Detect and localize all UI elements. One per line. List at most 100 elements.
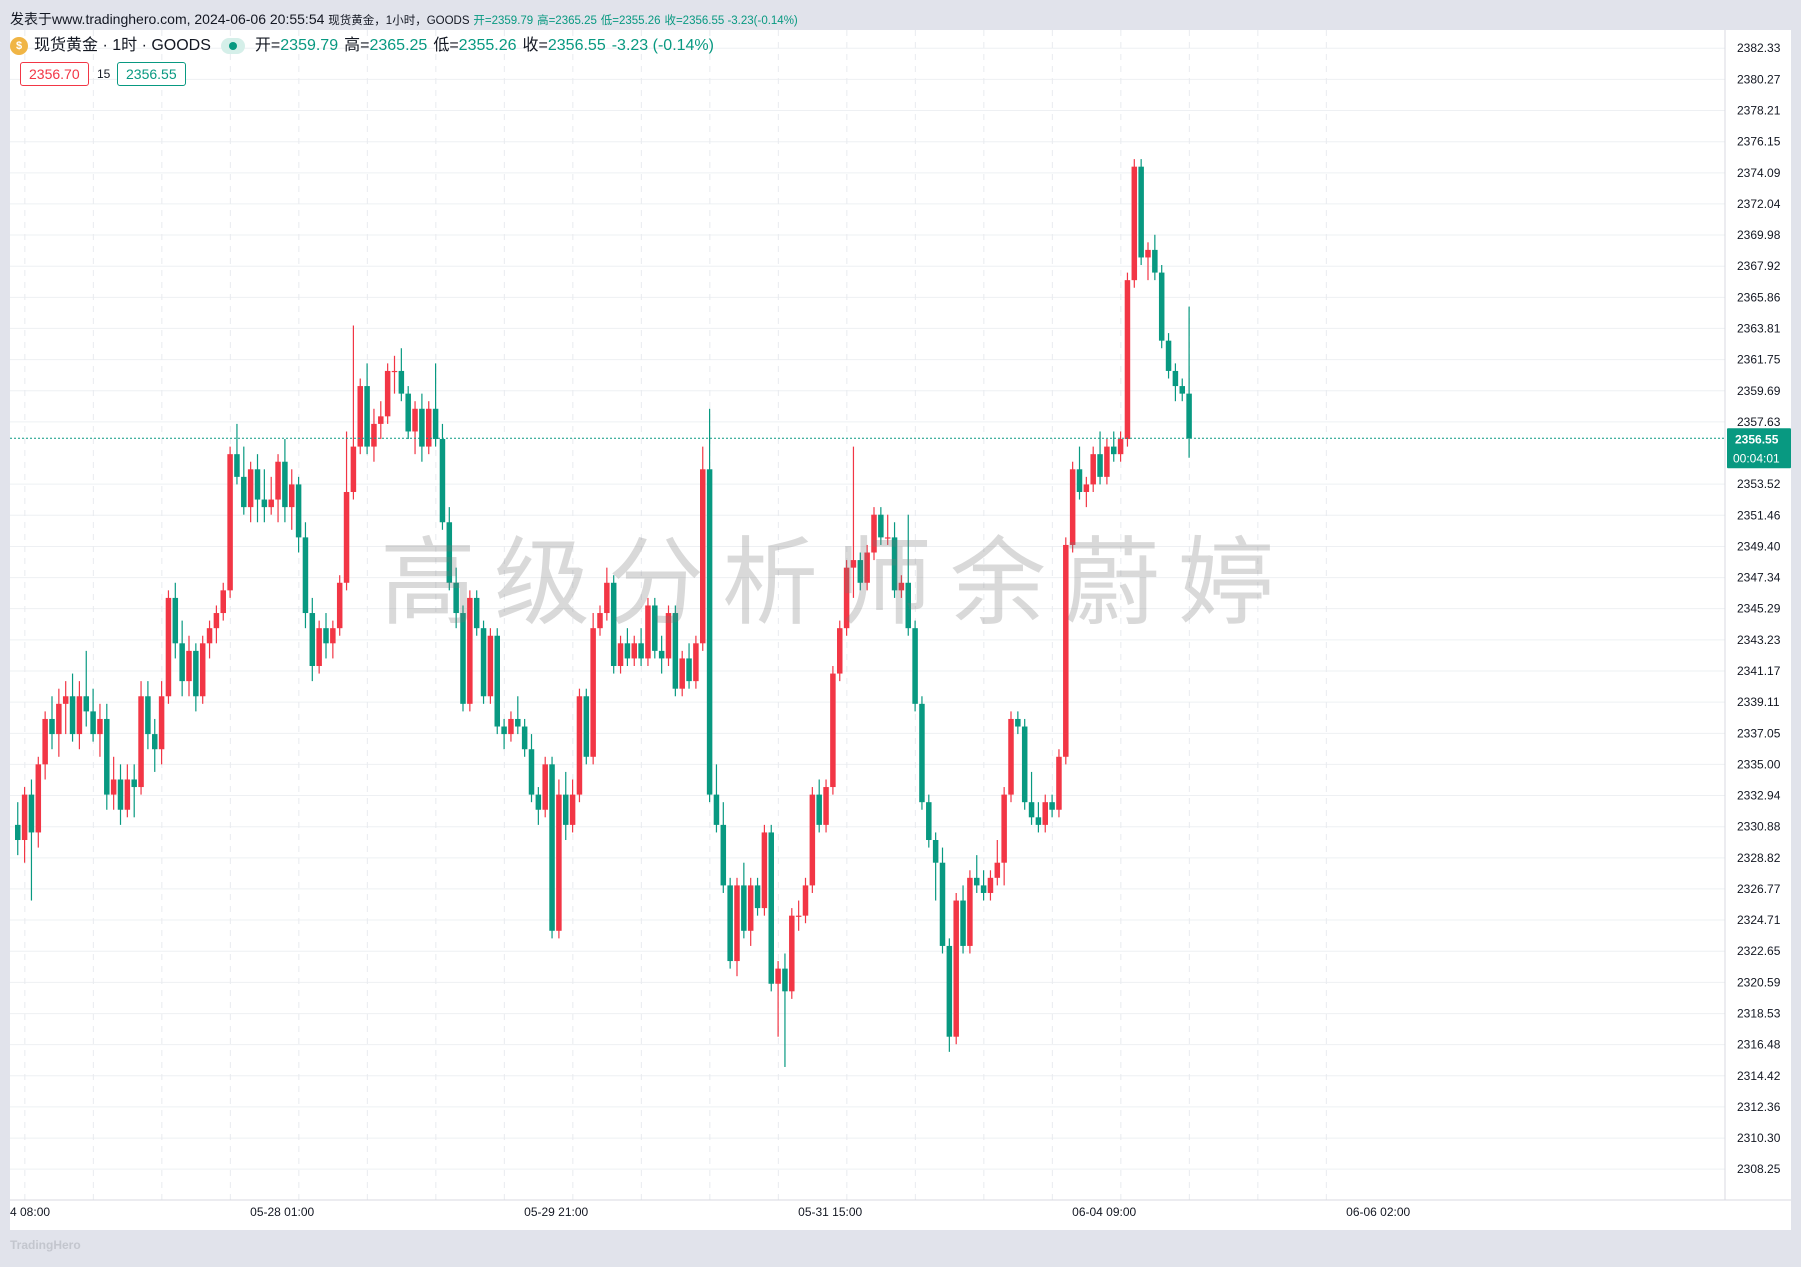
candle-body — [309, 613, 316, 666]
candle-body — [1097, 454, 1103, 477]
tradinghero-logo: TradingHero — [10, 1238, 81, 1252]
y-tick-label: 2314.42 — [1737, 1069, 1781, 1083]
candle — [206, 620, 213, 659]
spread-value: 15 — [97, 67, 111, 81]
small-high: 高=2365.25 — [537, 15, 597, 27]
candle-body — [878, 514, 884, 538]
candle — [631, 635, 637, 666]
candle — [939, 847, 946, 954]
candle-body — [1165, 340, 1172, 371]
candle — [789, 908, 795, 999]
candle — [1104, 439, 1110, 485]
candle — [754, 877, 761, 916]
candle-body — [837, 628, 843, 674]
candle — [1131, 159, 1138, 288]
candle-body — [583, 696, 590, 757]
candle — [617, 635, 624, 674]
candle — [912, 620, 918, 712]
candle-body — [1152, 249, 1158, 273]
candle-body — [453, 582, 459, 614]
legend-change: -3.23 (-0.14%) — [611, 37, 714, 54]
candle-body — [631, 643, 637, 659]
y-tick-label: 2330.88 — [1737, 820, 1781, 834]
candle-body — [617, 643, 624, 666]
candle — [884, 514, 891, 545]
candle — [624, 628, 631, 666]
candle-body — [28, 794, 35, 833]
candle — [439, 423, 446, 530]
candle-body — [316, 628, 322, 666]
candle — [1165, 333, 1172, 379]
y-tick-label: 2310.30 — [1737, 1131, 1781, 1145]
candle-body — [624, 643, 631, 659]
x-tick-label: 06-06 02:00 — [1346, 1205, 1410, 1219]
candle-body — [302, 537, 309, 614]
candle-body — [864, 552, 870, 583]
candle — [610, 575, 617, 674]
candle — [1008, 711, 1014, 803]
candle — [1028, 771, 1035, 825]
candle — [795, 900, 802, 931]
candle-body — [508, 718, 514, 735]
candle — [672, 605, 679, 697]
x-tick-label: 05-28 01:00 — [250, 1205, 314, 1219]
candle-body — [1069, 469, 1076, 545]
candle-body — [652, 605, 658, 651]
candle — [665, 605, 672, 666]
candle-body — [1111, 446, 1117, 455]
candle-body — [295, 484, 302, 538]
candle-body — [165, 597, 172, 697]
y-tick-label: 2308.25 — [1737, 1162, 1781, 1176]
candle — [850, 446, 857, 598]
chart-frame[interactable] — [10, 30, 1791, 1230]
candle — [330, 620, 336, 659]
candle-body — [343, 491, 350, 583]
candle — [761, 824, 768, 916]
candle-body — [494, 635, 500, 727]
candle-body — [1124, 280, 1131, 440]
y-tick-label: 2322.65 — [1737, 944, 1781, 958]
buy-price-button[interactable]: 2356.55 — [117, 62, 186, 86]
candle — [994, 840, 1001, 886]
candle-body — [1158, 272, 1165, 341]
candle — [371, 408, 377, 462]
candle — [343, 431, 350, 591]
candle-body — [576, 696, 583, 795]
candle — [172, 582, 179, 659]
candle — [576, 688, 583, 803]
candle — [1063, 537, 1069, 765]
candle — [569, 779, 576, 833]
small-low: 低=2355.26 — [600, 15, 661, 27]
candle — [227, 446, 233, 598]
candle-body — [884, 537, 891, 539]
candle — [878, 507, 884, 545]
candle-body — [1145, 249, 1151, 258]
y-tick-label: 2328.82 — [1737, 851, 1781, 865]
candle-series — [15, 159, 1192, 1067]
y-tick-label: 2376.15 — [1737, 135, 1781, 149]
candle — [741, 862, 747, 939]
candle — [604, 567, 610, 621]
candle-body — [378, 416, 384, 424]
candle — [104, 703, 110, 810]
y-tick-label: 2363.81 — [1737, 321, 1781, 335]
candle-body — [117, 779, 124, 810]
candle — [1015, 711, 1021, 735]
candle-body — [706, 469, 713, 795]
legend-close: 收=2356.55 — [522, 37, 606, 54]
candle-body — [76, 696, 83, 735]
candle-body — [638, 643, 644, 659]
sell-price-button[interactable]: 2356.70 — [20, 62, 89, 86]
candle-body — [645, 605, 651, 659]
small-title: 现货黄金，1小时，GOODS — [328, 15, 470, 27]
candle — [980, 870, 987, 901]
candle-body — [439, 439, 446, 523]
candle — [124, 764, 131, 818]
candle-body — [610, 582, 617, 666]
symbol-title[interactable]: 现货黄金 · 1时 · GOODS — [34, 37, 211, 54]
candle — [515, 696, 521, 735]
x-tick-label: 06-04 09:00 — [1072, 1205, 1136, 1219]
candle-body — [542, 764, 548, 810]
candle — [1056, 749, 1062, 818]
